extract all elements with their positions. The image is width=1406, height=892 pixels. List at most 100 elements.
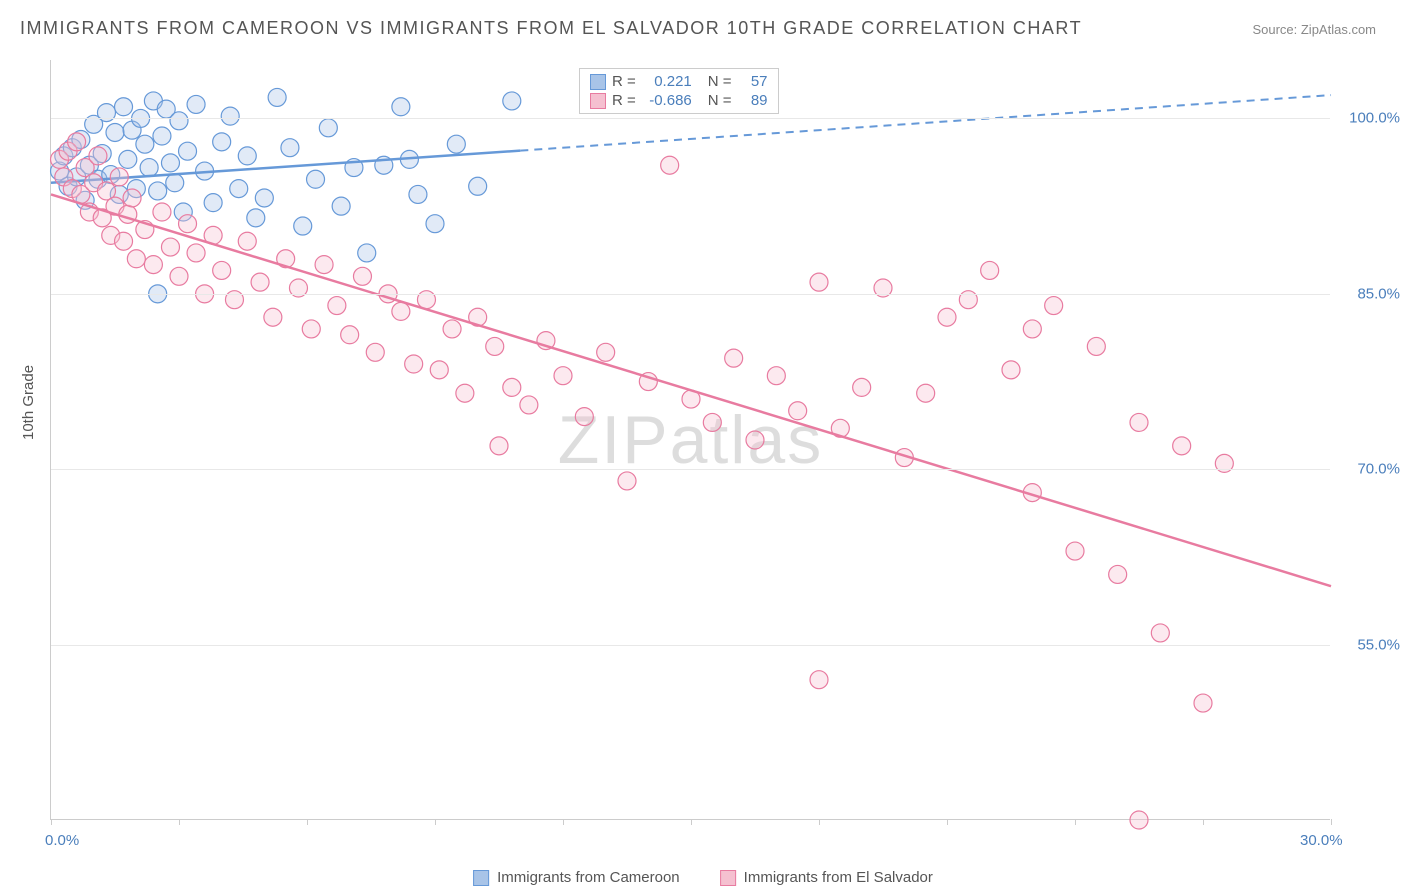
scatter-point <box>810 273 828 291</box>
scatter-point <box>746 431 764 449</box>
y-axis-label: 10th Grade <box>20 365 37 440</box>
stats-r-label: R = <box>612 92 636 109</box>
scatter-point <box>153 203 171 221</box>
scatter-point <box>661 156 679 174</box>
plot-area: ZIPatlas 100.0%85.0%70.0%55.0%R =0.221N … <box>50 60 1330 820</box>
scatter-point <box>255 189 273 207</box>
scatter-point <box>319 119 337 137</box>
scatter-point <box>294 217 312 235</box>
scatter-point <box>426 215 444 233</box>
scatter-point <box>938 308 956 326</box>
scatter-point <box>1066 542 1084 560</box>
x-tick <box>819 819 820 825</box>
scatter-point <box>456 384 474 402</box>
scatter-point <box>179 215 197 233</box>
stats-n-value: 89 <box>738 92 768 109</box>
legend-swatch <box>720 870 736 886</box>
scatter-point <box>170 267 188 285</box>
x-tick <box>307 819 308 825</box>
legend: Immigrants from Cameroon Immigrants from … <box>473 869 933 886</box>
x-tick <box>435 819 436 825</box>
y-tick-label: 55.0% <box>1340 636 1400 653</box>
scatter-point <box>1109 565 1127 583</box>
x-tick <box>1075 819 1076 825</box>
x-tick <box>179 819 180 825</box>
stats-n-label: N = <box>708 92 732 109</box>
scatter-point <box>1194 694 1212 712</box>
y-tick-label: 100.0% <box>1340 110 1400 127</box>
scatter-point <box>179 142 197 160</box>
scatter-point <box>917 384 935 402</box>
scatter-point <box>789 402 807 420</box>
scatter-point <box>221 107 239 125</box>
scatter-point <box>409 185 427 203</box>
scatter-point <box>144 256 162 274</box>
scatter-point <box>251 273 269 291</box>
chart-svg <box>51 60 1330 819</box>
scatter-point <box>1023 320 1041 338</box>
scatter-point <box>981 261 999 279</box>
scatter-point <box>853 378 871 396</box>
scatter-point <box>341 326 359 344</box>
scatter-point <box>213 261 231 279</box>
scatter-point <box>213 133 231 151</box>
scatter-point <box>268 88 286 106</box>
scatter-point <box>170 112 188 130</box>
scatter-point <box>1173 437 1191 455</box>
source-attribution: Source: ZipAtlas.com <box>1252 22 1376 37</box>
scatter-point <box>187 95 205 113</box>
stats-box: R =0.221N =57R =-0.686N =89 <box>579 68 779 114</box>
scatter-point <box>392 302 410 320</box>
trend-line <box>51 194 1331 586</box>
scatter-point <box>119 150 137 168</box>
scatter-point <box>703 413 721 431</box>
stats-r-value: 0.221 <box>642 73 692 90</box>
scatter-point <box>166 174 184 192</box>
scatter-point <box>554 367 572 385</box>
scatter-point <box>153 127 171 145</box>
scatter-point <box>328 297 346 315</box>
scatter-point <box>115 98 133 116</box>
scatter-point <box>161 154 179 172</box>
gridline <box>51 645 1330 646</box>
scatter-point <box>140 159 158 177</box>
scatter-point <box>353 267 371 285</box>
gridline <box>51 469 1330 470</box>
legend-item: Immigrants from Cameroon <box>473 869 680 886</box>
stats-row: R =-0.686N =89 <box>590 92 768 109</box>
x-tick <box>1331 819 1332 825</box>
x-min-label: 0.0% <box>45 832 79 849</box>
scatter-point <box>1045 297 1063 315</box>
stats-swatch <box>590 93 606 109</box>
scatter-point <box>575 408 593 426</box>
scatter-point <box>725 349 743 367</box>
stats-swatch <box>590 74 606 90</box>
scatter-point <box>1087 337 1105 355</box>
scatter-point <box>1130 413 1148 431</box>
y-tick-label: 70.0% <box>1340 461 1400 478</box>
scatter-point <box>281 139 299 157</box>
scatter-point <box>503 92 521 110</box>
scatter-point <box>443 320 461 338</box>
scatter-point <box>68 133 86 151</box>
scatter-point <box>247 209 265 227</box>
legend-label: Immigrants from El Salvador <box>744 869 933 886</box>
scatter-point <box>810 671 828 689</box>
scatter-point <box>490 437 508 455</box>
x-tick <box>1203 819 1204 825</box>
scatter-point <box>767 367 785 385</box>
scatter-point <box>503 378 521 396</box>
x-max-label: 30.0% <box>1300 832 1343 849</box>
scatter-point <box>469 177 487 195</box>
stats-row: R =0.221N =57 <box>590 73 768 90</box>
gridline <box>51 118 1330 119</box>
scatter-point <box>238 232 256 250</box>
x-tick <box>947 819 948 825</box>
scatter-point <box>238 147 256 165</box>
stats-n-label: N = <box>708 73 732 90</box>
gridline <box>51 294 1330 295</box>
scatter-point <box>123 189 141 207</box>
scatter-point <box>486 337 504 355</box>
scatter-point <box>115 232 133 250</box>
legend-label: Immigrants from Cameroon <box>497 869 680 886</box>
